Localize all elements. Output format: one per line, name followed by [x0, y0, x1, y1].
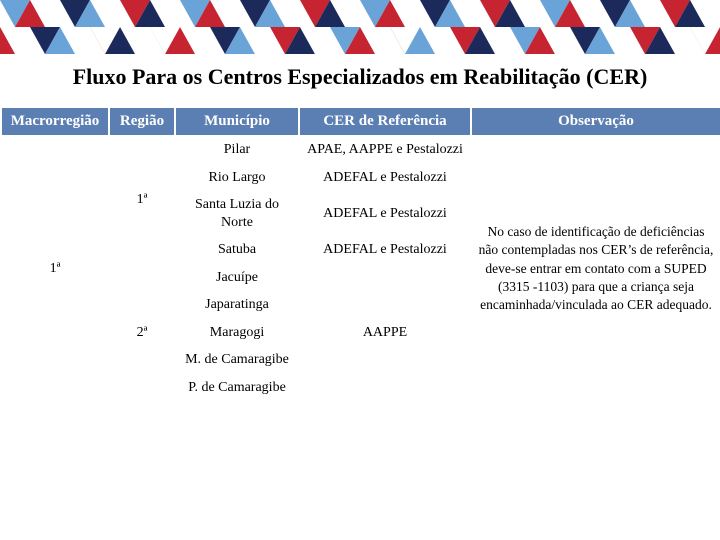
banner-pattern [0, 0, 720, 54]
cell-municipio: Pilar [175, 136, 299, 164]
col-header-cer: CER de Referência [299, 107, 471, 136]
col-header-macro: Macrorregião [1, 107, 109, 136]
page-title: Fluxo Para os Centros Especializados em … [0, 54, 720, 106]
cell-municipio: Satuba [175, 236, 299, 264]
cell-municipio: Rio Largo [175, 164, 299, 192]
cell-macro: 1ª [1, 136, 109, 401]
table-row: 1ª1ªPilarAPAE, AAPPE e PestalozziNo caso… [1, 136, 720, 164]
cell-municipio: Santa Luzia do Norte [175, 191, 299, 236]
col-header-municipio: Município [175, 107, 299, 136]
cell-municipio: Japaratinga [175, 291, 299, 319]
cell-cer: ADEFAL e Pestalozzi [299, 164, 471, 192]
cell-cer: APAE, AAPPE e Pestalozzi [299, 136, 471, 164]
cer-table: Macrorregião Região Município CER de Ref… [0, 106, 720, 402]
cell-observacao: No caso de identificação de deficiências… [471, 136, 720, 401]
cell-regiao: 1ª [109, 136, 175, 264]
header-banner [0, 0, 720, 54]
col-header-obs: Observação [471, 107, 720, 136]
cell-cer: AAPPE [299, 264, 471, 402]
cell-cer: ADEFAL e Pestalozzi [299, 191, 471, 236]
cell-municipio: Maragogi [175, 319, 299, 347]
cell-municipio: Jacuípe [175, 264, 299, 292]
cell-regiao: 2ª [109, 264, 175, 402]
col-header-regiao: Região [109, 107, 175, 136]
table-body: 1ª1ªPilarAPAE, AAPPE e PestalozziNo caso… [1, 136, 720, 401]
cell-municipio: M. de Camaragibe [175, 346, 299, 374]
table-header-row: Macrorregião Região Município CER de Ref… [1, 107, 720, 136]
cell-municipio: P. de Camaragibe [175, 374, 299, 402]
cell-cer: ADEFAL e Pestalozzi [299, 236, 471, 264]
